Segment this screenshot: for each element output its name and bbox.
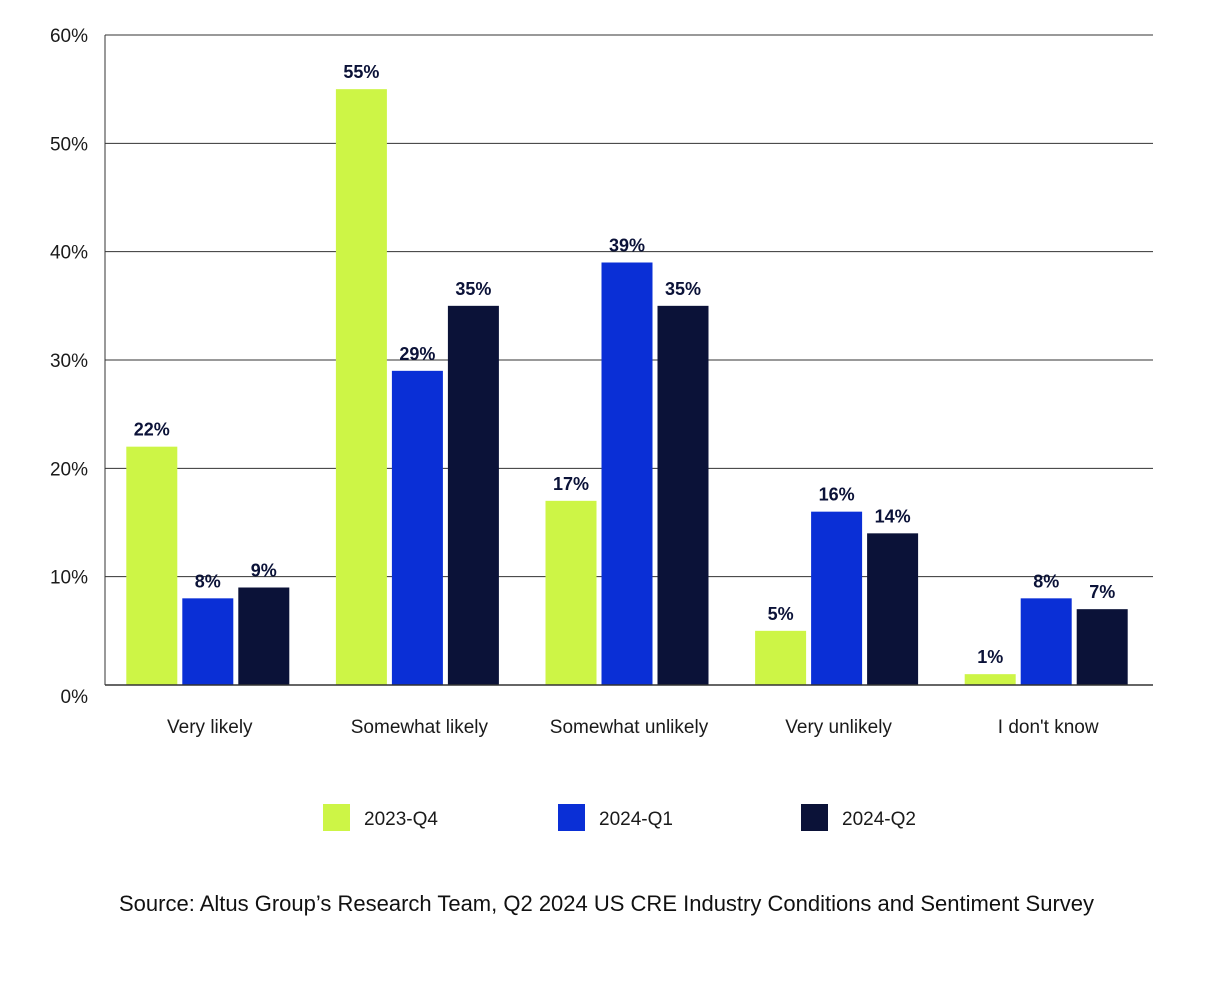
data-label: 39%	[609, 236, 645, 256]
category-label: Somewhat unlikely	[550, 717, 709, 738]
category-label: Very unlikely	[785, 717, 892, 738]
legend-swatch	[323, 804, 350, 831]
bar	[867, 533, 919, 685]
data-label: 29%	[399, 344, 435, 364]
data-label: 35%	[665, 279, 701, 299]
y-tick-label: 10%	[50, 568, 88, 589]
legend-label: 2024-Q1	[599, 809, 673, 830]
legend-label: 2024-Q2	[842, 809, 916, 830]
bar	[755, 630, 807, 685]
category-label: Somewhat likely	[351, 717, 489, 738]
data-label: 17%	[553, 474, 589, 494]
bar	[964, 674, 1016, 685]
y-tick-label: 30%	[50, 351, 88, 372]
y-tick-label: 20%	[50, 459, 88, 480]
bar	[657, 305, 709, 685]
data-label: 8%	[195, 571, 221, 591]
data-label: 14%	[875, 506, 911, 526]
data-label: 22%	[134, 420, 170, 440]
bar	[447, 305, 499, 685]
bar	[1076, 609, 1128, 685]
data-label: 7%	[1089, 582, 1115, 602]
data-label: 5%	[768, 604, 794, 624]
data-label: 1%	[977, 647, 1003, 667]
legend-swatch	[801, 804, 828, 831]
bar	[545, 500, 597, 685]
category-label: Very likely	[167, 717, 253, 738]
data-label: 35%	[455, 279, 491, 299]
bar	[182, 598, 234, 685]
legend-label: 2023-Q4	[364, 809, 438, 830]
data-label: 55%	[343, 62, 379, 82]
bar	[391, 370, 443, 685]
legend-swatch	[558, 804, 585, 831]
bar	[601, 262, 653, 685]
bar	[126, 446, 178, 685]
bar	[238, 587, 290, 685]
data-label: 8%	[1033, 571, 1059, 591]
data-label: 9%	[251, 561, 277, 581]
category-label: I don't know	[998, 717, 1099, 738]
data-label: 16%	[819, 485, 855, 505]
source-note: Source: Altus Group’s Research Team, Q2 …	[118, 891, 1094, 916]
bar	[1020, 598, 1072, 685]
bar	[335, 89, 387, 685]
y-tick-label: 60%	[50, 26, 88, 47]
y-tick-label: 0%	[61, 687, 89, 708]
y-tick-label: 40%	[50, 243, 88, 264]
bar	[811, 511, 863, 685]
y-tick-label: 50%	[50, 134, 88, 155]
